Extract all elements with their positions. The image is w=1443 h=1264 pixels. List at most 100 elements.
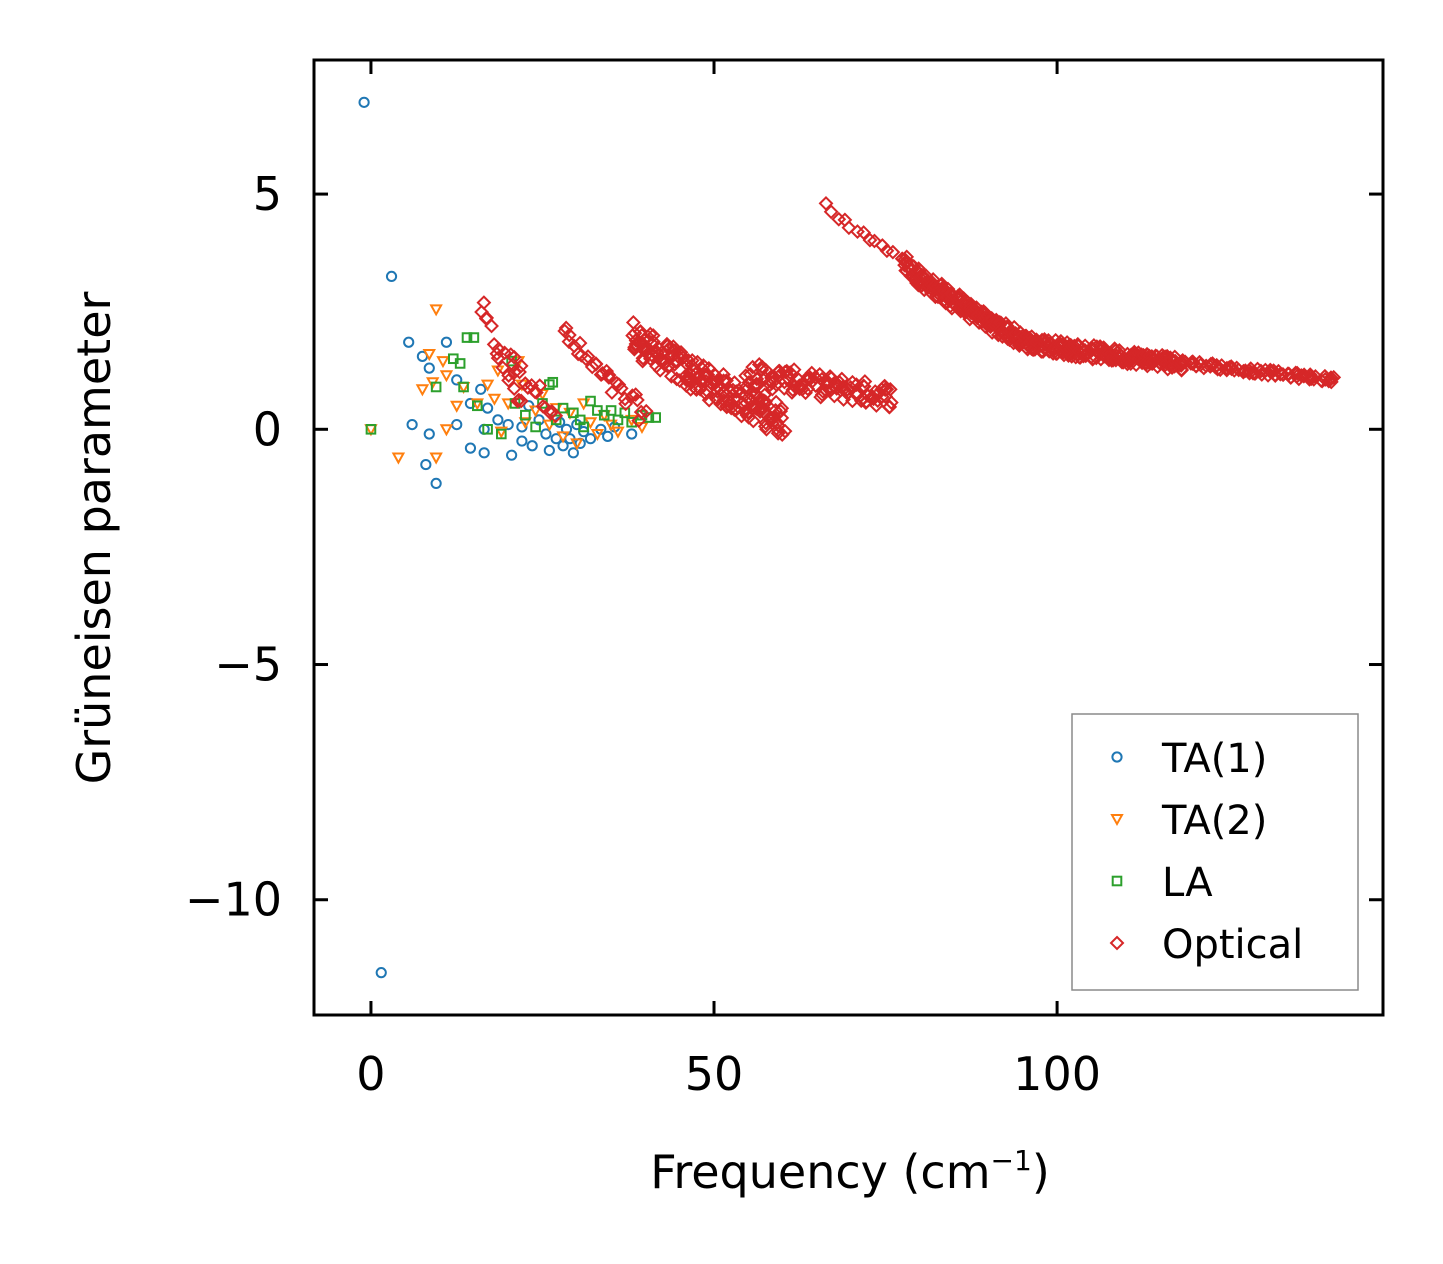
data-point	[478, 447, 490, 459]
data-point	[520, 380, 536, 396]
plot-frame	[312, 58, 1385, 1017]
data-point	[572, 335, 588, 351]
data-point	[774, 410, 790, 426]
data-point	[644, 347, 660, 363]
series-ta-1-	[358, 96, 638, 979]
data-point	[439, 424, 454, 437]
data-point	[481, 402, 494, 414]
data-point	[611, 426, 625, 439]
data-point	[429, 452, 443, 465]
data-point	[451, 418, 463, 431]
data-point	[882, 381, 898, 397]
data-point	[768, 402, 783, 418]
data-point	[669, 371, 685, 387]
data-point	[602, 430, 614, 442]
data-point	[782, 365, 798, 381]
data-point	[618, 396, 634, 412]
data-point	[862, 232, 878, 248]
x-tick-label: 0	[356, 1047, 385, 1101]
data-point	[770, 425, 786, 441]
data-point	[570, 346, 586, 362]
data-point	[823, 204, 839, 220]
data-point	[557, 402, 569, 414]
data-point	[454, 358, 466, 369]
data-point	[719, 399, 735, 415]
data-point	[461, 332, 473, 343]
x-tick-label: 50	[685, 1047, 744, 1101]
data-point	[588, 356, 604, 372]
legend-label: TA(2)	[1161, 798, 1267, 844]
data-point	[520, 409, 531, 421]
y-tick-label: −5	[214, 638, 282, 692]
data-point	[590, 429, 605, 442]
data-point	[496, 428, 507, 440]
data-point	[1275, 367, 1291, 383]
x-tick-label: 100	[1013, 1047, 1101, 1101]
data-point	[548, 408, 564, 424]
data-point	[868, 398, 884, 413]
legend-marker-diamond	[1109, 935, 1125, 951]
data-point	[779, 363, 795, 379]
data-point	[570, 438, 584, 451]
data-point	[633, 324, 649, 339]
data-point	[516, 435, 528, 447]
data-point	[365, 423, 377, 435]
data-point	[758, 362, 774, 378]
data-point	[774, 400, 790, 416]
data-point	[561, 327, 577, 343]
data-point	[749, 378, 765, 394]
data-point	[505, 357, 521, 373]
data-point	[601, 370, 617, 385]
data-point	[450, 400, 464, 413]
data-point	[626, 416, 637, 428]
data-point	[429, 304, 443, 317]
data-point	[484, 318, 499, 334]
data-point	[406, 418, 418, 431]
data-point	[757, 387, 773, 403]
data-point	[1245, 365, 1261, 381]
data-point	[568, 407, 579, 419]
data-point	[856, 225, 872, 241]
data-point	[385, 270, 398, 283]
data-point	[532, 378, 548, 394]
data-point	[491, 341, 506, 357]
data-point	[584, 433, 597, 445]
data-point	[716, 373, 731, 389]
data-point	[719, 373, 734, 388]
data-point	[774, 427, 790, 443]
data-point	[776, 374, 792, 390]
data-point	[841, 220, 857, 236]
data-point	[680, 352, 696, 368]
data-point	[540, 428, 552, 440]
data-point	[885, 244, 901, 260]
data-point	[857, 374, 873, 389]
data-marks	[358, 96, 1342, 979]
data-point	[415, 384, 430, 397]
legend: TA(1) TA(2) LA Optical	[1071, 713, 1359, 991]
data-point	[1219, 360, 1235, 376]
data-point	[468, 332, 480, 343]
data-point	[436, 356, 450, 369]
data-point	[420, 458, 432, 471]
data-point	[513, 358, 529, 374]
data-point	[556, 431, 570, 444]
legend-item: TA(2)	[1110, 798, 1267, 844]
data-point	[638, 403, 654, 419]
data-point	[683, 381, 699, 397]
data-point	[617, 391, 633, 407]
legend-label: Optical	[1162, 922, 1303, 968]
data-point	[550, 414, 562, 426]
data-point	[1323, 374, 1339, 390]
data-point	[501, 368, 517, 383]
data-point	[475, 383, 487, 395]
data-point	[502, 418, 514, 431]
data-point	[1326, 369, 1342, 385]
data-point	[558, 320, 574, 336]
data-point	[725, 382, 741, 398]
data-point	[391, 452, 406, 465]
data-point	[506, 349, 522, 365]
data-point	[458, 381, 469, 393]
data-point	[698, 386, 714, 402]
